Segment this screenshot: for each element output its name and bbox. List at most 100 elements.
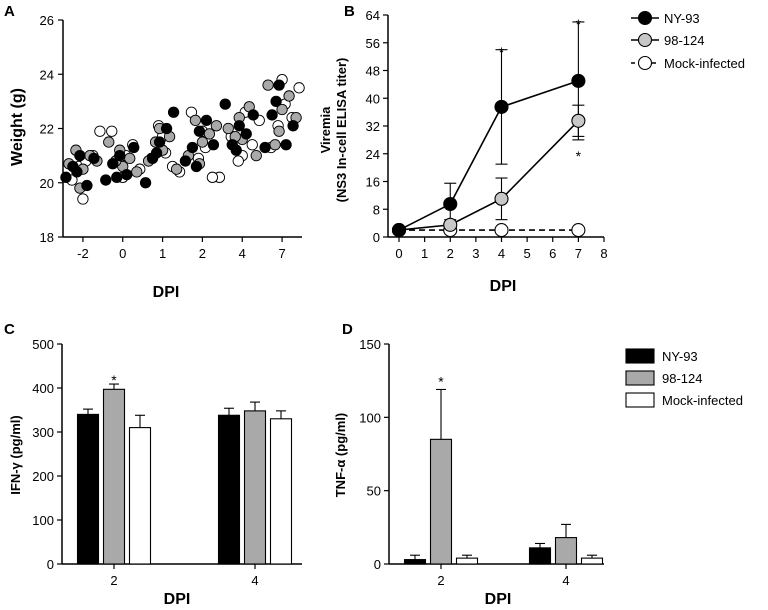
panel-a-point (200, 114, 213, 127)
panel-b-point (391, 223, 407, 238)
panel-b-series-line (398, 80, 579, 231)
panel-a-point (233, 120, 245, 132)
panel-b-xtick-label: 4 (498, 246, 505, 261)
panel-b-ytick-label: 32 (366, 119, 380, 134)
panel-b-point (443, 196, 458, 212)
panel-b-ylabel-line1: Viremia (318, 106, 333, 154)
panel-a-xtick-label: 4 (239, 246, 246, 261)
panel-a-point (230, 144, 242, 156)
panel-b-point (571, 223, 586, 238)
panel-c-ylabel: IFN-γ (pg/ml) (8, 415, 23, 494)
panel-b-significance-star: * (499, 44, 505, 60)
panel-a-point (259, 141, 271, 154)
panel-b-series-line (398, 120, 579, 231)
panel-b-xtick-label: 2 (447, 246, 454, 261)
panel-d-legend-swatch (625, 392, 655, 408)
panel-a-point (81, 179, 93, 192)
panel-b-legend-marker (637, 55, 653, 71)
panel-a-point (77, 193, 89, 205)
panel-c-xtick-label: 4 (251, 573, 258, 588)
panel-a-point (280, 139, 292, 151)
panel-a-point (287, 120, 299, 132)
panel-b-point (571, 113, 586, 128)
panel-b-point (443, 217, 458, 232)
panel-a-point (167, 106, 180, 118)
panel-a-point (106, 125, 118, 137)
panel-b-ylabel-line2: (NS3 In-cell ELISA titer) (334, 58, 349, 203)
panel-a-point (270, 95, 282, 108)
panel-d-bar (403, 559, 427, 565)
panel-a-point (88, 152, 100, 164)
panel-d-legend-label: Mock-infected (662, 393, 743, 408)
panel-b-xlabel: DPI (490, 278, 517, 295)
panel-d-significance-star: * (438, 373, 444, 389)
panel-a-point (232, 155, 244, 167)
panel-a-point (179, 155, 192, 167)
panel-a-point (160, 122, 173, 135)
panel-a-point (219, 98, 231, 110)
panel-a-point (266, 109, 278, 121)
panel-a-point (153, 136, 166, 148)
panel-d-legend-swatch (625, 370, 655, 386)
panel-a-point (121, 168, 133, 181)
panel-b-legend-label: 98-124 (664, 33, 704, 48)
panel-b-xtick-label: 0 (395, 246, 402, 261)
panel-a-point (246, 139, 258, 151)
panel-c-ytick-label: 300 (32, 425, 54, 440)
panel-a-point (103, 136, 115, 148)
panel-d-ytick-label: 100 (359, 410, 381, 425)
panel-c-bar (76, 413, 100, 565)
panel-a-point (131, 166, 143, 178)
panel-c-ytick-label: 500 (32, 337, 54, 352)
panel-a-point (207, 139, 220, 151)
panel-c-bar (128, 427, 152, 565)
panel-a-point (276, 103, 288, 116)
panel-a-point (186, 141, 199, 154)
panel-b-legend-marker (637, 32, 653, 48)
panel-a-point (170, 163, 183, 175)
panel-a-point (240, 128, 252, 140)
panel-c-ytick-label: 200 (32, 469, 54, 484)
panel-d: D TNF-α (pg/ml) DPI 0 50 100 150 2 4 * NY-93 98-… (333, 321, 743, 608)
panel-a-point (283, 90, 295, 102)
panel-a-point (124, 152, 136, 164)
panel-d-bar (528, 547, 552, 565)
panel-b-label: B (344, 3, 355, 20)
panel-a-point (196, 136, 209, 148)
panel-a-xtick-label: 1 (159, 246, 166, 261)
panel-a-point (193, 125, 206, 137)
panel-a-point (273, 79, 285, 91)
panel-a-xtick-label: -2 (77, 246, 89, 261)
panel-a-ytick-label: 24 (40, 67, 54, 82)
panel-b-legend-label: Mock-infected (664, 56, 745, 71)
panel-d-xtick-label: 2 (437, 573, 444, 588)
panel-b: B Viremia (NS3 In-cell ELISA titer) DPI … (318, 3, 745, 295)
panel-d-ytick-label: 0 (374, 557, 381, 572)
panel-a-point (128, 141, 140, 154)
panel-b-point (494, 99, 509, 114)
panel-b-xtick-label: 7 (575, 246, 582, 261)
panel-d-bar (580, 557, 604, 565)
panel-a-point (222, 122, 234, 135)
panel-b-significance-star: * (576, 148, 582, 164)
panel-a-point (100, 174, 112, 186)
panel-b-xtick-label: 3 (472, 246, 479, 261)
panel-c-bar (243, 410, 267, 565)
panel-b-ytick-label: 48 (366, 64, 380, 79)
panel-b-ytick-label: 56 (366, 36, 380, 51)
panel-d-xtick-label: 4 (562, 573, 569, 588)
panel-a-point (74, 149, 86, 162)
panel-d-ytick-label: 50 (367, 484, 381, 499)
panel-a-xtick-label: 2 (199, 246, 206, 261)
panel-a-ylabel: Weight (g) (9, 88, 26, 166)
panel-a-xlabel: DPI (153, 284, 180, 301)
panel-b-point (494, 191, 509, 206)
panel-a-point (293, 82, 305, 94)
panel-a-ytick-label: 20 (40, 176, 54, 191)
panel-b-legend-label: NY-93 (664, 11, 700, 26)
panel-d-legend-label: NY-93 (662, 349, 698, 364)
panel-b-legend-marker (637, 10, 653, 26)
panel-a-point (150, 147, 163, 159)
